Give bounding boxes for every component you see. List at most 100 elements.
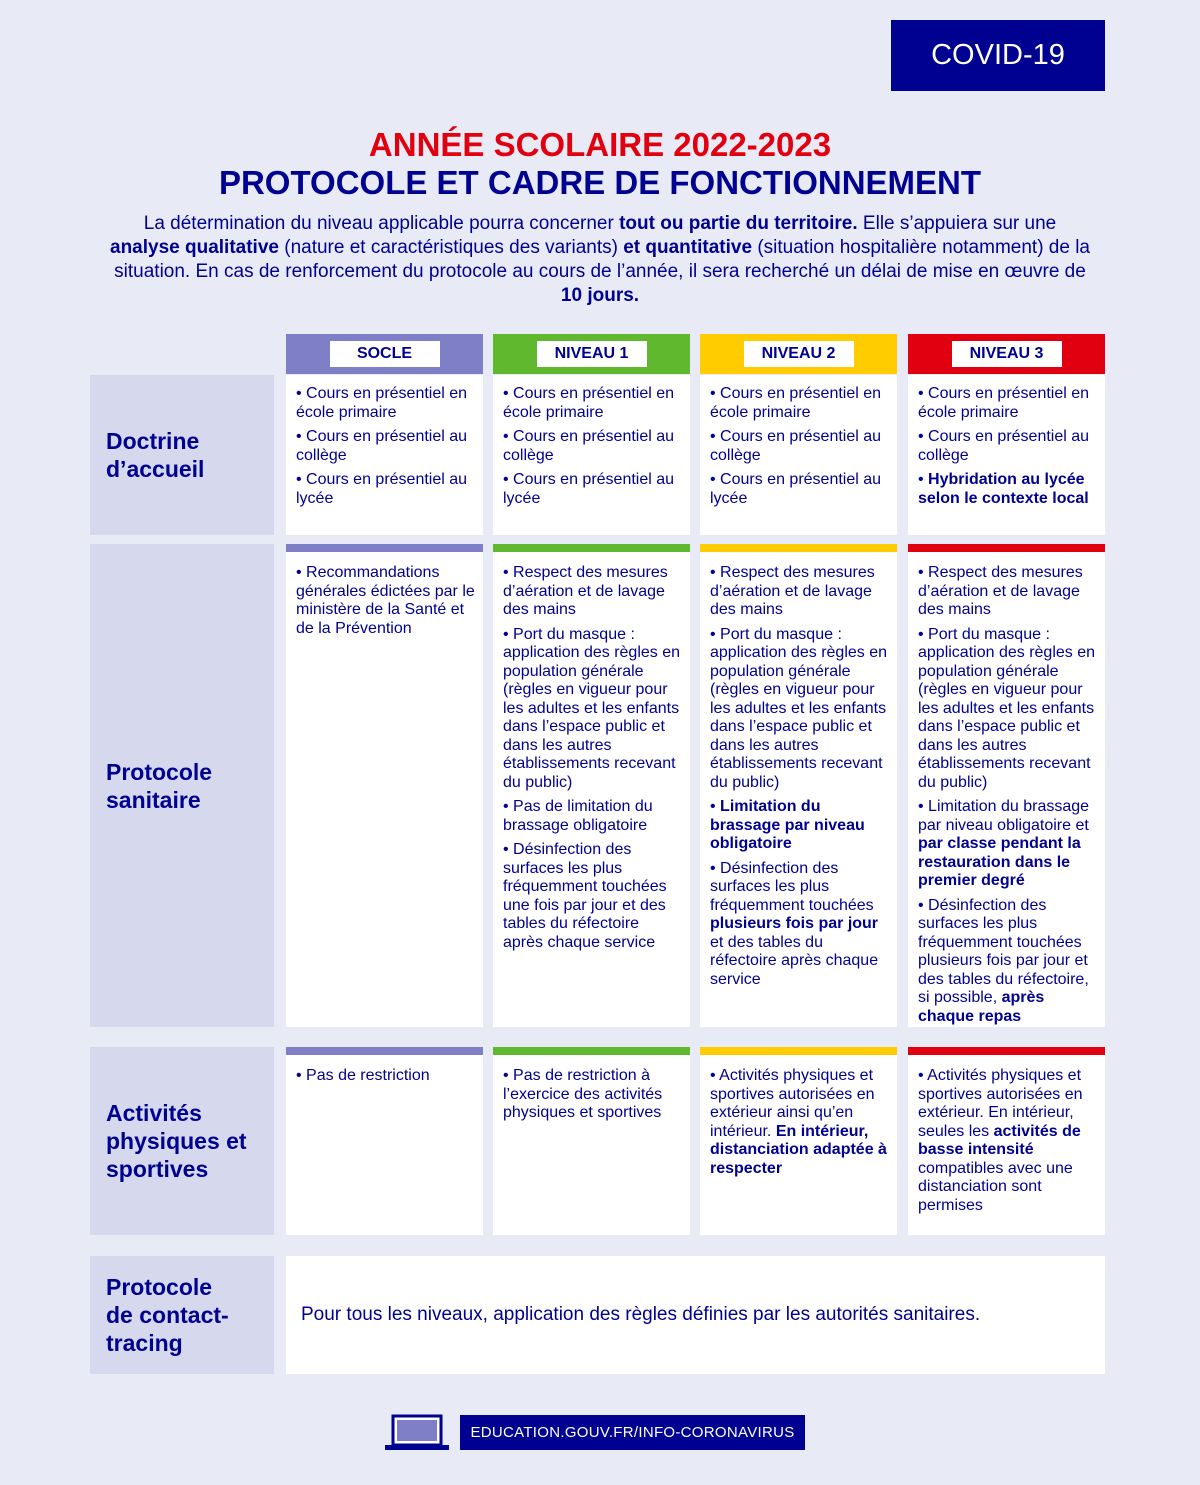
text-run: (nature et caractéristiques des variants… — [278, 237, 624, 258]
text-run: Désinfection des surfaces les plus fréqu… — [710, 859, 874, 914]
bullet: Cours en présentiel au lycée — [296, 471, 475, 508]
badge: COVID-19 — [891, 20, 1105, 91]
text-run: Cours en présentiel en école primaire — [503, 385, 675, 421]
text-run: Pas de restriction — [306, 1067, 430, 1084]
bullet: Désinfection des surfaces les plus fréqu… — [918, 897, 1097, 1027]
text-run: Cours en présentiel au collège — [918, 428, 1090, 464]
bullet: Pas de limitation du brassage obligatoir… — [503, 798, 682, 835]
bullet: Port du masque : application des règles … — [918, 626, 1097, 793]
bullet: Pas de restriction — [296, 1067, 475, 1086]
title-line-2: PROTOCOLE ET CADRE DE FONCTIONNEMENT — [218, 164, 982, 201]
level-name: NIVEAU 1 — [536, 341, 647, 367]
bullet: Respect des mesures d’aération et de lav… — [710, 564, 889, 620]
level-header: NIVEAU 2 — [700, 334, 897, 374]
bullet: Cours en présentiel au collège — [296, 428, 475, 465]
bullet: Cours en présentiel en école primaire — [918, 385, 1097, 422]
cell: Activités physiques et sportives autoris… — [908, 1047, 1105, 1235]
text-run: et des tables du réfectoire après chaque… — [710, 933, 879, 988]
text-run: Cours en présentiel en école primaire — [296, 385, 468, 421]
text-run: (situation hospitalière notamment) de la… — [114, 237, 1091, 282]
cell: Cours en présentiel en école primaire Cou… — [493, 375, 690, 535]
text-run: et quantitative — [623, 237, 753, 258]
intro: La détermination du niveau applicable po… — [110, 212, 1090, 308]
bullet: Activités physiques et sportives autoris… — [710, 1067, 889, 1178]
text-run: Port du masque : application des règles … — [503, 625, 681, 791]
text-run: Activités physiques et sportives autoris… — [710, 1067, 875, 1140]
contact-tracing-text: Pour tous les niveaux, application des r… — [286, 1256, 1105, 1374]
bullet: Port du masque : application des règles … — [710, 626, 889, 793]
text-run: Cours en présentiel en école primaire — [710, 385, 882, 421]
text-run: Désinfection des surfaces les plus fréqu… — [918, 896, 1089, 1007]
bullet: Recommandations générales édictées par l… — [296, 564, 475, 638]
text-run: Cours en présentiel au collège — [710, 428, 882, 464]
text-run: par classe pendant la restauration dans … — [918, 835, 1081, 889]
text-run: La détermination du niveau applicable po… — [143, 213, 620, 234]
text-run: après chaque repas — [918, 989, 1045, 1025]
level-header: NIVEAU 1 — [493, 334, 690, 374]
text-run: Hybridation au lycée selon le contexte l… — [918, 471, 1089, 507]
text-run: Recommandations générales édictées par l… — [296, 564, 475, 637]
row-label: Activités physiques et sportives — [90, 1047, 274, 1235]
text-run: Pas de limitation du brassage obligatoir… — [503, 798, 653, 834]
bullet: Cours en présentiel en école primaire — [710, 385, 889, 422]
bullet: Limitation du brassage par niveau obliga… — [918, 798, 1097, 891]
text-run: Respect des mesures d’aération et de lav… — [918, 564, 1083, 618]
cell: Recommandations générales édictées par l… — [286, 544, 483, 1027]
cell: Respect des mesures d’aération et de lav… — [908, 544, 1105, 1027]
text-run: Désinfection des surfaces les plus fréqu… — [503, 841, 667, 951]
cell: Cours en présentiel en école primaire Cou… — [700, 375, 897, 535]
text-run: Respect des mesures d’aération et de lav… — [710, 564, 875, 618]
cell: Cours en présentiel en école primaire Cou… — [286, 375, 483, 535]
bullet: Pas de restriction à l’exercice des acti… — [503, 1067, 682, 1123]
bullet: Limitation du brassage par niveau obliga… — [710, 798, 889, 854]
bullet: Port du masque : application des règles … — [503, 626, 682, 793]
level-header: SOCLE — [286, 334, 483, 374]
text-run: 10 jours. — [560, 285, 640, 306]
text-run: Limitation du brassage par niveau obliga… — [918, 798, 1090, 834]
text-run: Cours en présentiel au lycée — [296, 471, 468, 507]
level-name: NIVEAU 3 — [951, 341, 1062, 367]
cell: Pas de restriction à l’exercice des acti… — [493, 1047, 690, 1235]
text-run: Cours en présentiel au collège — [296, 428, 468, 464]
row-label: Protocole sanitaire — [90, 544, 274, 1027]
bullet: Désinfection des surfaces les plus fréqu… — [503, 841, 682, 952]
bullet: Cours en présentiel au collège — [918, 428, 1097, 465]
text-run: Cours en présentiel au collège — [503, 428, 675, 464]
row-label: Protocole de contact-tracing — [90, 1256, 274, 1374]
text-run: Port du masque : application des règles … — [918, 625, 1096, 791]
bullet: Cours en présentiel au lycée — [503, 471, 682, 508]
text-run: analyse qualitative — [110, 237, 279, 258]
text-run: Limitation du brassage par niveau obliga… — [710, 798, 865, 852]
cell: Pas de restriction — [286, 1047, 483, 1235]
level-header: NIVEAU 3 — [908, 334, 1105, 374]
bullet: Cours en présentiel au lycée — [710, 471, 889, 508]
bullet: Cours en présentiel au collège — [710, 428, 889, 465]
bullet: Hybridation au lycée selon le contexte l… — [918, 471, 1097, 508]
bullet: Activités physiques et sportives autoris… — [918, 1067, 1097, 1215]
text-run: compatibles avec une distanciation sont … — [918, 1159, 1073, 1214]
cell: Respect des mesures d’aération et de lav… — [700, 544, 897, 1027]
level-name: NIVEAU 2 — [743, 341, 854, 367]
text-run: Cours en présentiel au lycée — [503, 471, 675, 507]
text-run: activités de basse intensité — [918, 1122, 1081, 1159]
bullet: Respect des mesures d’aération et de lav… — [918, 564, 1097, 620]
level-name: SOCLE — [329, 341, 440, 367]
text-run: Cours en présentiel au lycée — [710, 471, 882, 507]
text-run: Respect des mesures d’aération et de lav… — [503, 564, 668, 618]
bullet: Respect des mesures d’aération et de lav… — [503, 564, 682, 620]
footer-url: EDUCATION.GOUV.FR/INFO-CORONAVIRUS — [460, 1415, 805, 1450]
text-run: plusieurs fois par jour — [710, 915, 879, 932]
cell: Cours en présentiel en école primaire Cou… — [908, 375, 1105, 535]
cell: Respect des mesures d’aération et de lav… — [493, 544, 690, 1027]
bullet: Cours en présentiel au collège — [503, 428, 682, 465]
cell: Activités physiques et sportives autoris… — [700, 1047, 897, 1235]
laptop-icon — [385, 1414, 449, 1450]
text-run: tout ou partie du territoire. — [619, 213, 858, 234]
row-label: Doctrine d’accueil — [90, 375, 274, 535]
bullet: Cours en présentiel en école primaire — [296, 385, 475, 422]
title-line-1: ANNÉE SCOLAIRE 2022-2023 — [368, 126, 832, 163]
text-run: Cours en présentiel en école primaire — [918, 385, 1090, 421]
text-run: Activités physiques et sportives autoris… — [918, 1067, 1083, 1140]
text-run: Port du masque : application des règles … — [710, 625, 888, 791]
